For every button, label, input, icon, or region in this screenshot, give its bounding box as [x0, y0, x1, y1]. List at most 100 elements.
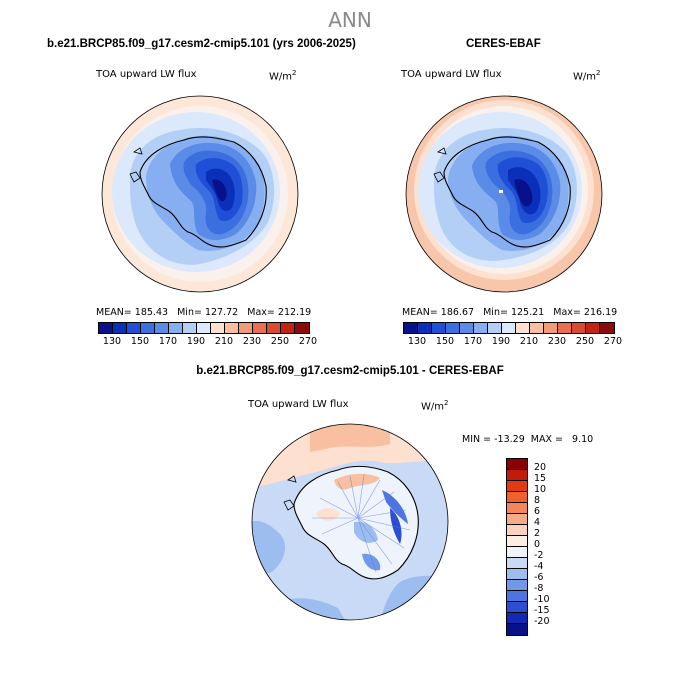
diff-colorbar-swatch [507, 525, 527, 536]
diff-colorbar-tick-label: 20 [534, 462, 547, 473]
right-colorbar-swatch [488, 323, 502, 333]
diff-colorbar-tick-label: -15 [534, 605, 550, 616]
left-colorbar-swatch [169, 323, 183, 333]
left-colorbar-swatch [155, 323, 169, 333]
left-colorbar-tick-label: 230 [242, 336, 262, 347]
right-colorbar-swatch [586, 323, 600, 333]
diff-colorbar-tick-label: 8 [534, 495, 541, 506]
left-colorbar-swatches [99, 323, 309, 333]
left-colorbar-tick-label: 150 [130, 336, 150, 347]
right-colorbar-swatch [530, 323, 544, 333]
diff-colorbar-tick-label: 15 [534, 473, 547, 484]
diff-colorbar-ticks: 20 15 10 8 6 4 2 0 -2 -4 -6 -8 -10 -15 -20 [534, 458, 574, 638]
right-variable-label: TOA upward LW flux [401, 69, 502, 80]
right-colorbar-swatch [446, 323, 460, 333]
diff-colorbar [506, 458, 528, 636]
right-colorbar-swatch [474, 323, 488, 333]
diff-colorbar-tick-label: -2 [534, 550, 544, 561]
right-colorbar-swatch [544, 323, 558, 333]
right-colorbar-swatch [516, 323, 530, 333]
diff-colorbar-swatch [507, 459, 527, 470]
left-colorbar-swatch [253, 323, 267, 333]
diff-colorbar-swatch [507, 547, 527, 558]
right-colorbar-swatch [572, 323, 586, 333]
diff-colorbar-swatch [507, 536, 527, 547]
right-colorbar-swatch [460, 323, 474, 333]
left-colorbar-swatch [141, 323, 155, 333]
left-panel-title: b.e21.BRCP85.f09_g17.cesm2-cmip5.101 (yr… [47, 38, 356, 50]
right-colorbar-tick-label: 210 [519, 336, 539, 347]
diff-colorbar-tick-label: -6 [534, 572, 544, 583]
right-colorbar-swatch [418, 323, 432, 333]
diff-colorbar-tick-label: -8 [534, 583, 544, 594]
left-colorbar-swatch [281, 323, 295, 333]
diff-colorbar-tick-label: -10 [534, 594, 550, 605]
diff-colorbar-swatch [507, 503, 527, 514]
left-colorbar-swatch [99, 323, 113, 333]
diff-colorbar-tick-label: 6 [534, 506, 541, 517]
diff-colorbar-swatch [507, 602, 527, 613]
diff-stats: MIN = -13.29 MAX = 9.10 [462, 434, 594, 445]
left-colorbar-swatch [239, 323, 253, 333]
diff-colorbar-tick-label: 10 [534, 484, 547, 495]
right-stats: MEAN= 186.67 Min= 125.21 Max= 216.19 [402, 307, 618, 318]
diff-variable-label: TOA upward LW flux [248, 399, 349, 410]
left-colorbar-swatch [267, 323, 281, 333]
right-colorbar-tick-label: 130 [407, 336, 427, 347]
right-colorbar-tick-label: 170 [463, 336, 483, 347]
right-colorbar-tick-label: 150 [435, 336, 455, 347]
left-colorbar-swatch [113, 323, 127, 333]
left-colorbar-tick-label: 190 [186, 336, 206, 347]
left-colorbar-swatch [197, 323, 211, 333]
left-polar-map [101, 95, 299, 293]
diff-colorbar-swatch [507, 514, 527, 525]
diff-units-label: W/m2 [421, 399, 449, 413]
right-units-label: W/m2 [573, 69, 601, 83]
left-colorbar-swatch [211, 323, 225, 333]
right-colorbar-swatch [502, 323, 516, 333]
right-panel-title: CERES-EBAF [466, 38, 541, 50]
diff-colorbar-swatch [507, 470, 527, 481]
right-colorbar-tick-label: 230 [547, 336, 567, 347]
diff-colorbar-tick-label: 0 [534, 539, 541, 550]
diff-panel-title: b.e21.BRCP85.f09_g17.cesm2-cmip5.101 - C… [196, 365, 504, 377]
diff-polar-map [251, 423, 449, 621]
diff-colorbar-swatch [507, 613, 527, 624]
diff-colorbar-tick-label: 2 [534, 528, 541, 539]
right-colorbar-ticks: 130 150 170 190 210 230 250 270 [403, 336, 622, 348]
diff-colorbar-swatch [507, 481, 527, 492]
right-colorbar-swatches [404, 323, 614, 333]
figure-title: ANN [328, 8, 372, 32]
left-colorbar-swatch [225, 323, 239, 333]
diff-colorbar-swatches [507, 459, 527, 635]
diff-colorbar-swatch [507, 492, 527, 503]
diff-colorbar-swatch [507, 591, 527, 602]
diff-colorbar-swatch [507, 558, 527, 569]
right-colorbar-swatch [558, 323, 572, 333]
right-colorbar-tick-label: 270 [603, 336, 623, 347]
right-colorbar [403, 322, 615, 334]
left-colorbar-tick-label: 250 [270, 336, 290, 347]
diff-colorbar-swatch [507, 624, 527, 635]
right-colorbar-swatch [600, 323, 614, 333]
right-polar-map [405, 95, 603, 293]
right-colorbar-tick-label: 250 [575, 336, 595, 347]
right-colorbar-swatch [432, 323, 446, 333]
right-colorbar-swatch [404, 323, 418, 333]
left-units-label: W/m2 [269, 69, 297, 83]
left-colorbar-ticks: 130 150 170 190 210 230 250 270 [98, 336, 317, 348]
left-colorbar-tick-label: 270 [298, 336, 318, 347]
left-colorbar-swatch [127, 323, 141, 333]
diff-colorbar-tick-label: 4 [534, 517, 541, 528]
left-stats: MEAN= 185.43 Min= 127.72 Max= 212.19 [96, 307, 312, 318]
diff-colorbar-swatch [507, 569, 527, 580]
left-colorbar-tick-label: 130 [102, 336, 122, 347]
left-colorbar-tick-label: 170 [158, 336, 178, 347]
left-colorbar-tick-label: 210 [214, 336, 234, 347]
left-colorbar-swatch [183, 323, 197, 333]
left-colorbar [98, 322, 310, 334]
diff-colorbar-tick-label: -4 [534, 561, 544, 572]
left-colorbar-swatch [295, 323, 309, 333]
right-colorbar-tick-label: 190 [491, 336, 511, 347]
diff-colorbar-swatch [507, 580, 527, 591]
